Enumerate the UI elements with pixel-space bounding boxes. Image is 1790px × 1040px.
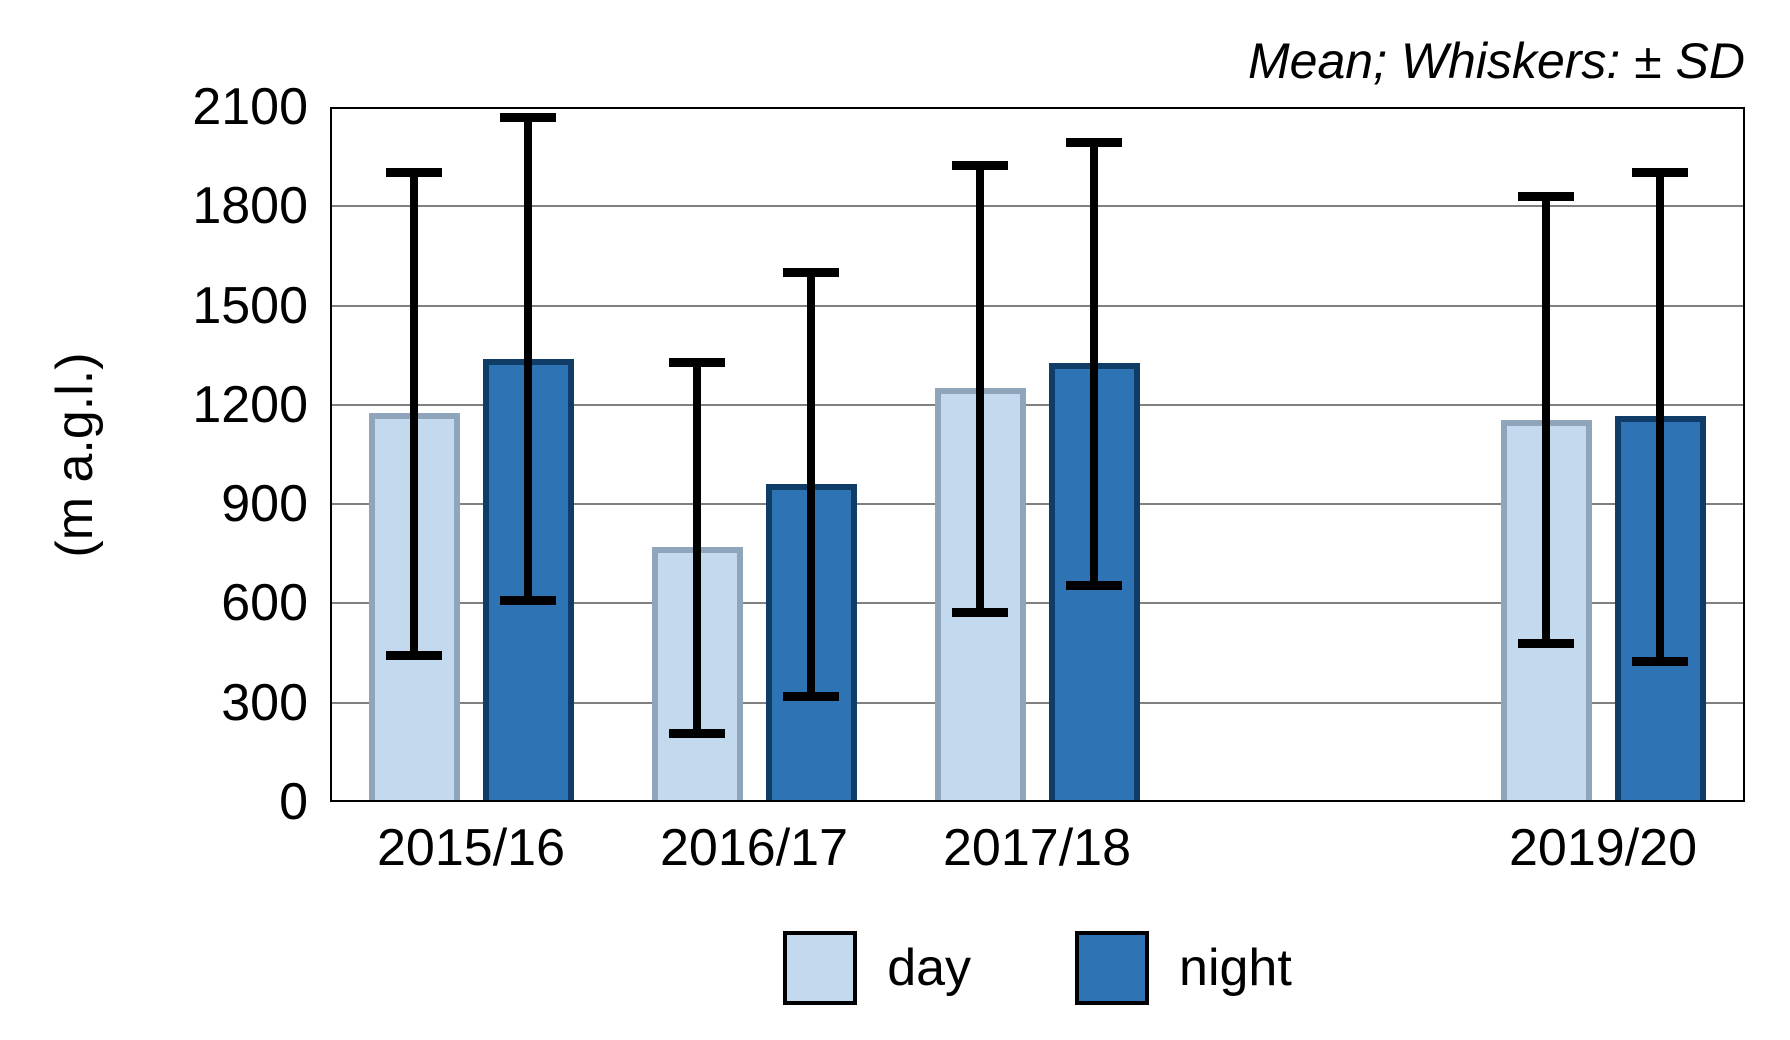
whisker-cap-top-day-2016-17 [669, 357, 725, 367]
whisker-stem-night-2019-20 [1656, 171, 1664, 662]
legend-label-night: night [1179, 939, 1292, 997]
whisker-cap-top-night-2017-18 [1066, 137, 1122, 147]
whisker-stem-day-2017-18 [976, 164, 984, 612]
whisker-cap-top-night-2016-17 [783, 268, 839, 278]
y-tick-label-1200: 1200 [192, 375, 308, 434]
whisker-cap-bottom-night-2019-20 [1632, 657, 1688, 667]
whisker-stem-day-2016-17 [693, 361, 701, 733]
chart-legend: day night [330, 928, 1745, 1008]
gridline-y-900 [332, 503, 1743, 506]
x-category-label-2016-17: 2016/17 [660, 819, 848, 877]
chart-annotation: Mean; Whiskers: ± SD [1248, 33, 1745, 89]
legend-item-night: night [1075, 931, 1292, 1005]
y-tick-label-600: 600 [221, 574, 308, 633]
y-tick-label-2100: 2100 [192, 78, 308, 136]
legend-label-day: day [887, 939, 972, 997]
x-category-label-2015-16: 2015/16 [377, 819, 565, 877]
whisker-cap-bottom-day-2017-18 [952, 607, 1008, 617]
y-tick-label-1500: 1500 [192, 276, 308, 335]
legend-item-day: day [783, 931, 971, 1005]
whisker-stem-night-2015-16 [524, 116, 532, 601]
whisker-stem-day-2015-16 [410, 171, 418, 655]
x-category-label-2017-18: 2017/18 [943, 819, 1131, 877]
y-axis-title: (m a.g.l.) [46, 352, 104, 558]
whisker-cap-bottom-day-2019-20 [1518, 639, 1574, 649]
whisker-stem-night-2016-17 [807, 272, 815, 697]
whisker-cap-bottom-night-2015-16 [500, 596, 556, 606]
x-category-label-2019-20: 2019/20 [1509, 819, 1697, 877]
whisker-cap-bottom-day-2015-16 [386, 650, 442, 660]
y-tick-label-900: 900 [221, 475, 308, 534]
whisker-cap-top-day-2019-20 [1518, 192, 1574, 202]
whisker-cap-bottom-night-2017-18 [1066, 581, 1122, 591]
gridline-y-600 [332, 602, 1743, 605]
whisker-cap-top-night-2015-16 [500, 112, 556, 122]
y-tick-label-300: 300 [221, 673, 308, 732]
legend-swatch-night-icon [1075, 931, 1150, 1005]
gridline-y-1500 [332, 304, 1743, 307]
whisker-cap-top-day-2015-16 [386, 167, 442, 177]
legend-swatch-day-icon [783, 931, 858, 1005]
y-tick-label-0: 0 [279, 773, 308, 831]
gridline-y-1800 [332, 205, 1743, 208]
whisker-stem-night-2017-18 [1090, 141, 1098, 586]
plot-area [330, 107, 1745, 802]
y-tick-label-1800: 1800 [192, 177, 308, 236]
whisker-stem-day-2019-20 [1542, 196, 1550, 644]
whisker-cap-top-night-2019-20 [1632, 167, 1688, 177]
gridline-y-300 [332, 701, 1743, 704]
whisker-cap-bottom-night-2016-17 [783, 692, 839, 702]
gridline-y-1200 [332, 403, 1743, 406]
whisker-cap-top-day-2017-18 [952, 160, 1008, 170]
whisker-cap-bottom-day-2016-17 [669, 728, 725, 738]
